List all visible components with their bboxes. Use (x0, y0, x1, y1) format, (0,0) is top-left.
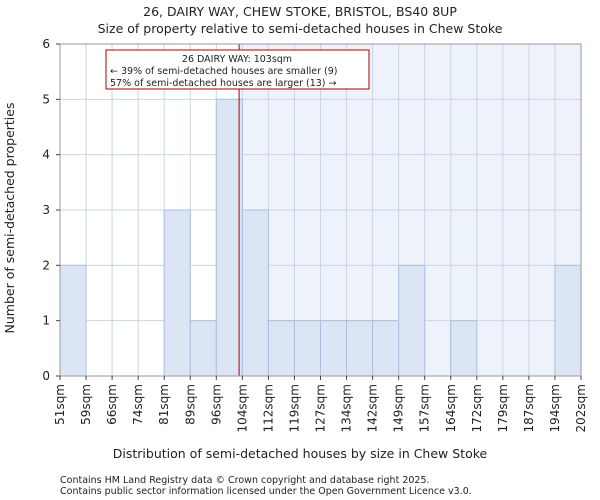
bar-142sqm (372, 320, 400, 377)
x-tick-label: 112sqm (261, 384, 275, 432)
bar-104sqm (241, 209, 269, 377)
y-tick-label: 2 (42, 258, 50, 272)
x-axis-label: Distribution of semi-detached houses by … (113, 446, 488, 461)
x-tick-label: 202sqm (574, 384, 588, 432)
bar-149sqm (398, 264, 426, 377)
y-tick-label: 0 (42, 369, 50, 383)
x-tick-label: 81sqm (157, 384, 171, 425)
x-tick-label: 134sqm (340, 384, 354, 432)
chart-subtitle: Size of property relative to semi-detach… (98, 21, 503, 36)
x-tick-label: 149sqm (392, 384, 406, 432)
bar-51sqm (59, 264, 87, 377)
x-tick-label: 172sqm (470, 384, 484, 432)
bar-96sqm (215, 98, 243, 377)
chart-title: 26, DAIRY WAY, CHEW STOKE, BRISTOL, BS40… (143, 4, 457, 19)
x-tick-label: 127sqm (314, 384, 328, 432)
bar-194sqm (554, 264, 582, 377)
annotation-line-3: 57% of semi-detached houses are larger (… (110, 78, 337, 89)
x-tick-label: 96sqm (209, 384, 223, 425)
y-tick-label: 1 (42, 314, 50, 328)
x-tick-label: 194sqm (548, 384, 562, 432)
bar-164sqm (450, 320, 478, 377)
y-tick-label: 5 (42, 92, 50, 106)
x-tick-label: 89sqm (183, 384, 197, 425)
x-tick-label: 187sqm (522, 384, 536, 432)
x-tick-label: 66sqm (105, 384, 119, 425)
x-axis-ticks: 51sqm 59sqm 66sqm 74sqm 81sqm 89sqm 96sqm 104sq… (53, 376, 588, 432)
x-tick-label: 179sqm (496, 384, 510, 432)
y-tick-label: 3 (42, 203, 50, 217)
x-tick-label: 142sqm (366, 384, 380, 432)
bar-119sqm (293, 320, 322, 377)
bar-89sqm (189, 320, 217, 377)
bar-81sqm (163, 209, 191, 377)
bar-127sqm (320, 320, 348, 377)
bar-134sqm (346, 320, 374, 377)
x-tick-label: 104sqm (235, 384, 249, 432)
x-tick-label: 157sqm (418, 384, 432, 432)
x-tick-label: 74sqm (131, 384, 145, 425)
annotation-line-1: 26 DAIRY WAY: 103sqm (182, 54, 292, 65)
x-tick-label: 164sqm (444, 384, 458, 432)
x-tick-label: 59sqm (79, 384, 93, 425)
y-tick-label: 4 (42, 148, 50, 162)
bars (59, 98, 582, 377)
x-tick-label: 119sqm (287, 384, 301, 432)
bar-112sqm (267, 320, 295, 377)
y-axis-label: Number of semi-detached properties (2, 103, 17, 334)
x-tick-label: 51sqm (53, 384, 67, 425)
footer-line-1: Contains HM Land Registry data © Crown c… (60, 475, 430, 486)
footer-line-2: Contains public sector information licen… (60, 486, 472, 497)
y-axis-ticks: 0 1 2 3 4 5 6 (42, 37, 60, 383)
y-tick-label: 6 (42, 37, 50, 51)
annotation-box: 26 DAIRY WAY: 103sqm ← 39% of semi-detac… (105, 49, 370, 90)
annotation-line-2: ← 39% of semi-detached houses are smalle… (110, 66, 338, 77)
